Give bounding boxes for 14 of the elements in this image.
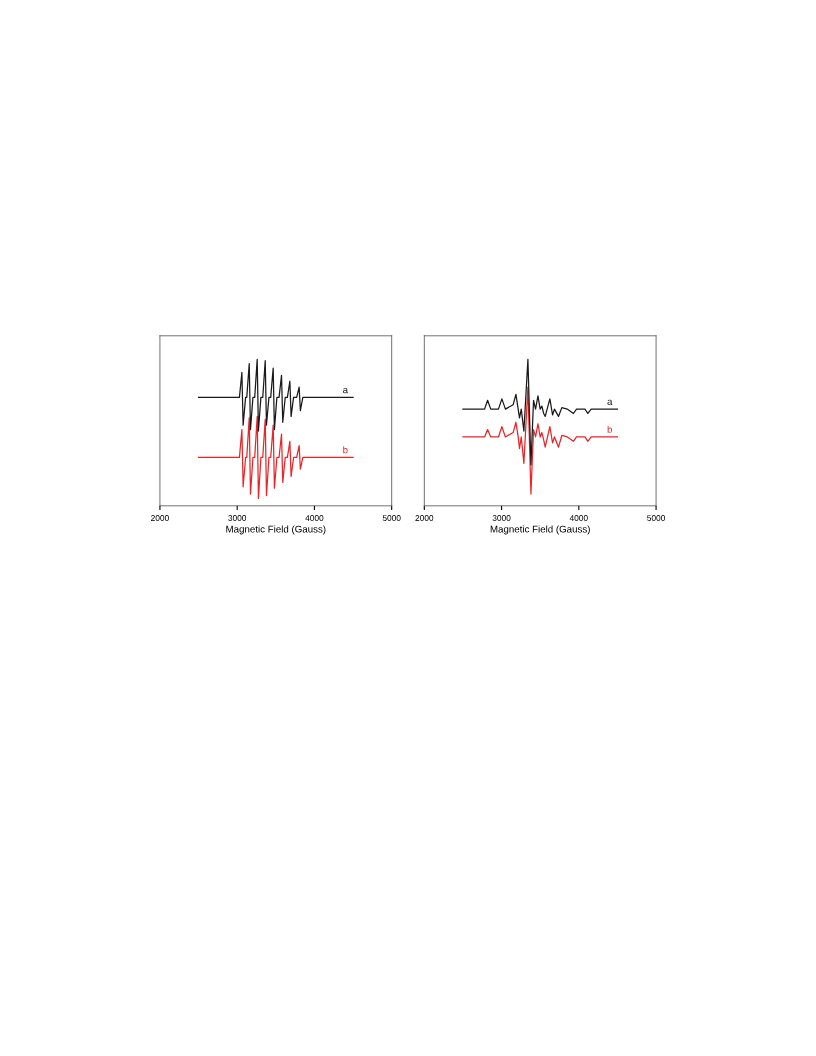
series-label: a bbox=[343, 387, 349, 394]
x-tick-label: 5000 bbox=[382, 515, 401, 521]
series-label: b bbox=[607, 425, 613, 433]
x-tick-label: 2000 bbox=[151, 515, 169, 521]
x-tick-label: 2000 bbox=[415, 515, 434, 521]
x-tick-label: 3000 bbox=[492, 515, 511, 521]
x-axis-title: Magnetic Field (Gauss) bbox=[490, 525, 590, 535]
x-axis-title: Magnetic Field (Gauss) bbox=[226, 525, 326, 535]
x-tick-label: 4000 bbox=[569, 515, 588, 521]
x-tick-label: 4000 bbox=[305, 515, 324, 521]
x-tick-label: 5000 bbox=[647, 515, 666, 521]
series-label: a bbox=[607, 399, 613, 405]
x-tick-label: 3000 bbox=[228, 515, 247, 521]
series-label: b bbox=[343, 446, 348, 454]
